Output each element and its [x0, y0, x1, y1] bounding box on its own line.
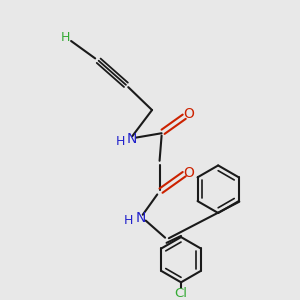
- Text: H: H: [124, 214, 134, 227]
- Text: N: N: [136, 211, 146, 225]
- Text: H: H: [61, 31, 70, 44]
- Text: H: H: [116, 135, 125, 148]
- Text: Cl: Cl: [175, 287, 188, 300]
- Text: N: N: [127, 132, 137, 146]
- Text: O: O: [183, 166, 194, 180]
- Text: O: O: [183, 107, 194, 121]
